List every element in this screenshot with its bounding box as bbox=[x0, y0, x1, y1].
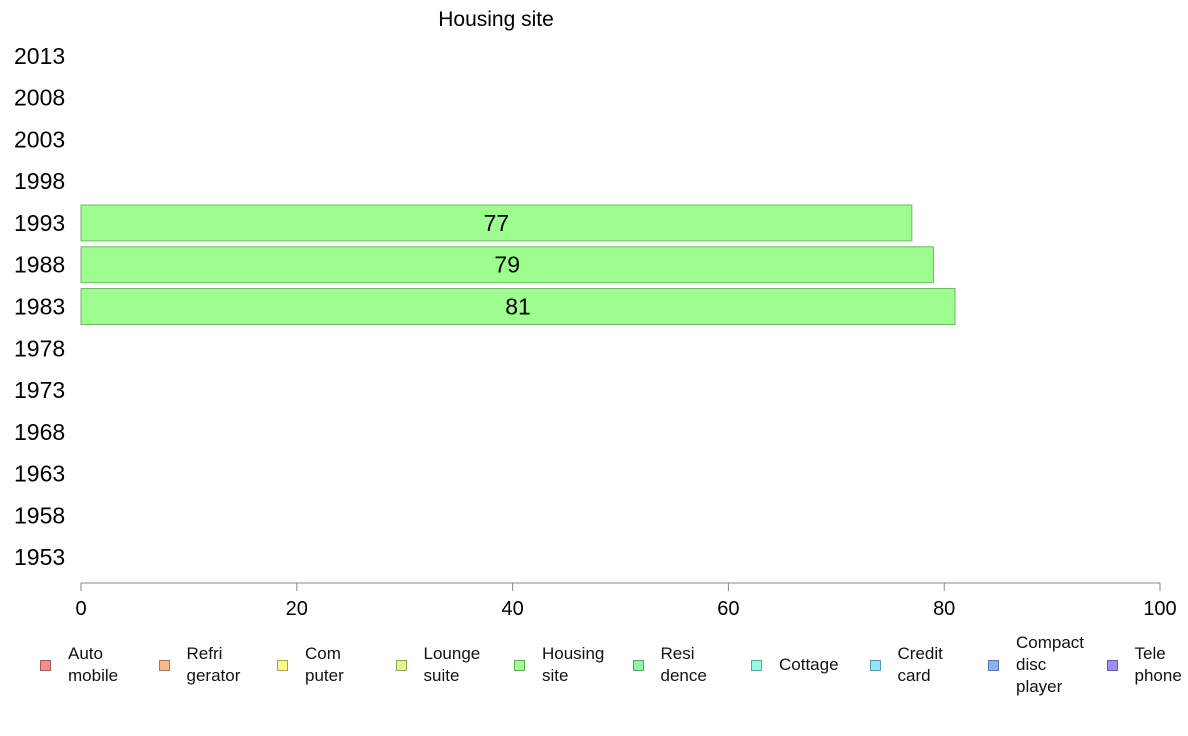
y-tick-label: 1978 bbox=[14, 335, 65, 361]
x-tick-label: 40 bbox=[501, 598, 523, 620]
legend-swatch bbox=[40, 659, 51, 671]
x-axis-ticks: 0 20 40 60 80 100 bbox=[75, 583, 1177, 620]
legend-swatch bbox=[988, 659, 999, 671]
legend-swatch bbox=[158, 659, 170, 671]
legend-swatch bbox=[395, 659, 407, 671]
legend-item: Credit card bbox=[869, 632, 943, 698]
legend-swatch bbox=[632, 659, 644, 671]
legend-label: Com puter bbox=[305, 644, 344, 685]
legend-item: Auto mobile bbox=[40, 632, 118, 698]
legend-item: Refri gerator bbox=[158, 632, 241, 698]
y-tick-label: 2008 bbox=[14, 85, 65, 111]
x-tick-label: 20 bbox=[286, 598, 308, 620]
y-tick-label: 1953 bbox=[14, 544, 65, 570]
bars-group: 77 79 81 bbox=[80, 204, 956, 325]
legend-label: Resi dence bbox=[660, 644, 707, 685]
y-tick-label: 2003 bbox=[14, 126, 65, 152]
x-tick-label: 80 bbox=[933, 598, 955, 620]
y-tick-label: 1993 bbox=[14, 210, 65, 236]
legend-swatch bbox=[751, 659, 762, 671]
y-tick-label: 2013 bbox=[14, 43, 65, 69]
bar-value-label: 81 bbox=[505, 294, 531, 320]
x-tick-label: 60 bbox=[717, 598, 739, 620]
y-tick-label: 1998 bbox=[14, 168, 65, 194]
legend-item: Com puter bbox=[277, 632, 344, 698]
legend-item: Lounge suite bbox=[395, 632, 481, 698]
legend-label: Tele phone bbox=[1134, 644, 1182, 685]
bar-value-label: 77 bbox=[484, 210, 510, 236]
legend-item: Cottage bbox=[751, 632, 839, 698]
y-tick-label: 1963 bbox=[14, 461, 65, 487]
legend-label: Cottage bbox=[779, 655, 839, 674]
chart-title: Housing site bbox=[438, 8, 554, 31]
legend-swatch bbox=[869, 659, 881, 671]
legend-swatch bbox=[1106, 659, 1118, 671]
legend-swatch bbox=[277, 659, 288, 671]
bar bbox=[80, 246, 934, 284]
bar bbox=[80, 288, 956, 325]
legend-label: Refri gerator bbox=[186, 644, 241, 685]
bar-value-label: 79 bbox=[494, 252, 520, 278]
legend-swatch bbox=[514, 659, 525, 671]
x-tick-label: 0 bbox=[75, 598, 86, 620]
x-tick-label: 100 bbox=[1143, 598, 1176, 620]
y-tick-label: 1988 bbox=[14, 252, 65, 278]
legend-item: Housing site bbox=[514, 632, 604, 698]
legend-label: Lounge suite bbox=[423, 644, 481, 685]
y-tick-label: 1968 bbox=[14, 419, 65, 445]
legend: Auto mobile Refri gerator Com puter Lounge … bbox=[0, 632, 1188, 702]
bar-chart: Housing site 77 79 81 2013 2008 2003 1998 1993… bbox=[14, 8, 1177, 620]
legend-label: Compact disc player bbox=[1016, 633, 1085, 696]
legend-label: Auto mobile bbox=[68, 644, 119, 685]
legend-label: Credit card bbox=[897, 644, 943, 685]
y-tick-label: 1983 bbox=[14, 294, 65, 320]
y-axis-labels: 2013 2008 2003 1998 1993 1988 1983 1978 1973 1968… bbox=[14, 43, 65, 570]
legend-item: Compact disc player bbox=[988, 632, 1084, 698]
legend-item: Tele phone bbox=[1106, 632, 1182, 698]
bar bbox=[80, 204, 913, 242]
legend-label: Housing site bbox=[542, 644, 605, 685]
legend-item: Resi dence bbox=[632, 632, 707, 698]
y-tick-label: 1973 bbox=[14, 377, 65, 403]
y-tick-label: 1958 bbox=[14, 502, 65, 528]
